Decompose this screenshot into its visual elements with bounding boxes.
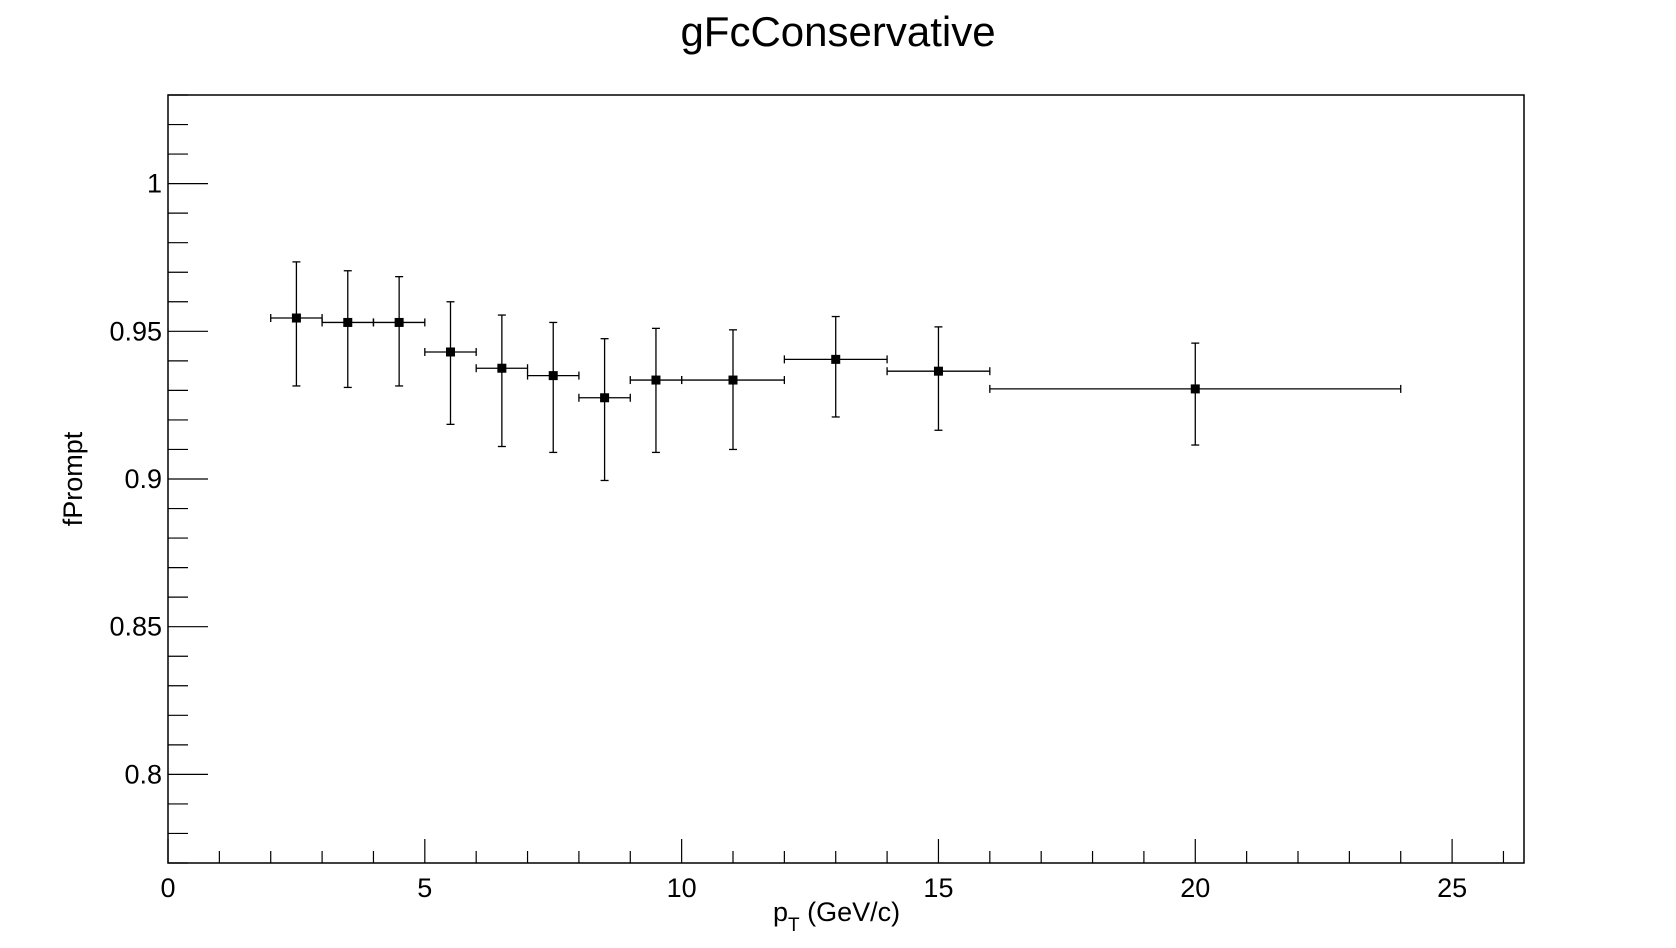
x-axis-tick-labels: 0 5 10 15 20 25 bbox=[160, 873, 1467, 903]
x-axis-label-rest: (GeV/c) bbox=[800, 897, 901, 927]
x-tick-label: 25 bbox=[1437, 873, 1467, 903]
y-tick-label: 0.8 bbox=[124, 759, 162, 789]
y-axis-label: fPrompt bbox=[58, 431, 88, 526]
data-point bbox=[989, 342, 1402, 446]
data-point bbox=[886, 326, 991, 431]
x-tick-label: 10 bbox=[667, 873, 697, 903]
y-tick-label: 0.85 bbox=[109, 612, 162, 642]
data-point bbox=[783, 315, 888, 418]
x-axis-label: pT (GeV/c) bbox=[773, 897, 900, 936]
data-marker bbox=[291, 313, 301, 323]
x-axis-label-main: p bbox=[773, 897, 788, 927]
data-point bbox=[424, 301, 477, 426]
data-point bbox=[526, 321, 580, 454]
data-marker bbox=[497, 363, 507, 373]
x-tick-label: 5 bbox=[417, 873, 432, 903]
data-points bbox=[270, 261, 1402, 482]
plot-frame bbox=[167, 94, 1525, 864]
x-axis-ticks bbox=[167, 839, 1505, 863]
y-axis-ticks bbox=[168, 94, 208, 864]
data-point bbox=[629, 327, 683, 454]
data-marker bbox=[446, 347, 455, 357]
data-point bbox=[475, 314, 529, 448]
x-tick-label: 15 bbox=[923, 873, 953, 903]
data-marker bbox=[933, 366, 943, 376]
x-tick-label: 0 bbox=[160, 873, 175, 903]
chart-title: gFcConservative bbox=[680, 8, 995, 55]
data-marker bbox=[651, 375, 661, 385]
data-point bbox=[372, 276, 426, 387]
data-point bbox=[680, 329, 786, 451]
data-point bbox=[578, 338, 631, 482]
data-marker bbox=[548, 371, 558, 381]
data-marker bbox=[831, 354, 841, 364]
data-point bbox=[321, 270, 375, 389]
data-marker bbox=[343, 317, 353, 327]
data-marker bbox=[728, 375, 738, 385]
y-axis-tick-labels: 0.8 0.85 0.9 0.95 1 bbox=[109, 169, 162, 790]
data-marker bbox=[1190, 384, 1200, 394]
data-marker bbox=[600, 393, 610, 403]
data-marker bbox=[394, 317, 404, 327]
x-axis-label-sub: T bbox=[788, 915, 800, 936]
data-point bbox=[270, 261, 323, 387]
y-tick-label: 0.95 bbox=[109, 316, 162, 346]
y-tick-label: 0.9 bbox=[124, 464, 162, 494]
x-tick-label: 20 bbox=[1180, 873, 1210, 903]
y-tick-label: 1 bbox=[147, 169, 162, 199]
